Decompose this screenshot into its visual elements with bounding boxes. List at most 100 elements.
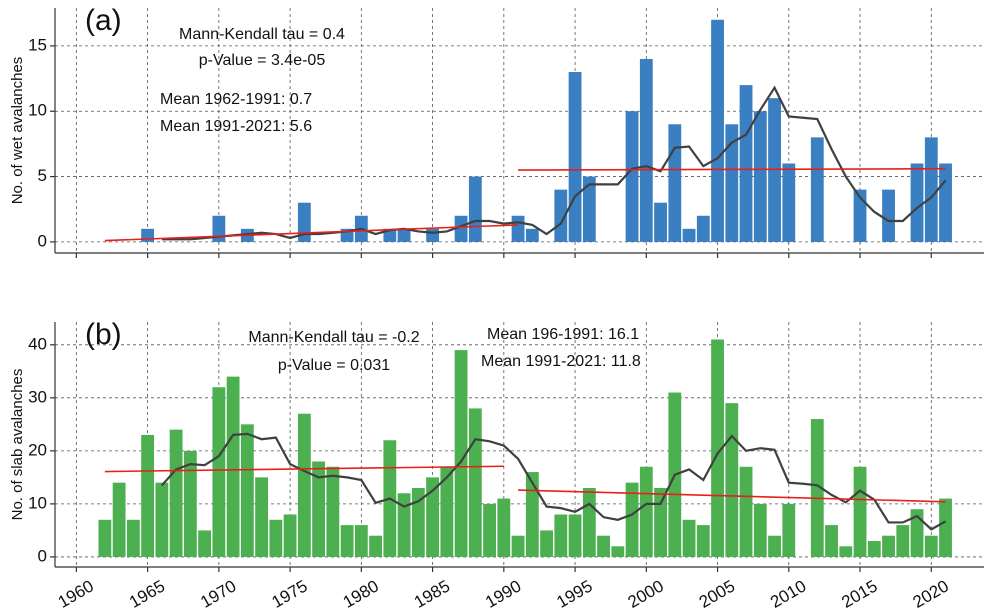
- panel-label: (a): [85, 4, 122, 37]
- y-tick-label: 40: [28, 334, 47, 353]
- annotation: Mann-Kendall tau = 0.4: [179, 26, 345, 43]
- bar: [198, 530, 212, 557]
- y-tick-label: 0: [38, 231, 47, 250]
- panel-label: (b): [85, 318, 122, 351]
- annotation: Mean 1991-2021: 11.8: [481, 353, 641, 370]
- bar: [725, 124, 739, 242]
- bar: [169, 429, 183, 557]
- bar: [525, 228, 539, 242]
- bar: [753, 111, 767, 242]
- bar: [611, 546, 625, 557]
- bar: [440, 466, 454, 557]
- bar: [924, 137, 938, 242]
- bar: [682, 228, 696, 242]
- bar: [696, 215, 710, 242]
- bar: [768, 535, 781, 557]
- annotation: Mean 1962-1991: 0.7: [160, 91, 312, 108]
- x-tick-label: 1975: [268, 576, 310, 611]
- bar: [910, 163, 924, 242]
- bar: [141, 434, 155, 557]
- bar: [639, 58, 653, 242]
- bar: [397, 228, 411, 242]
- x-tick-label: 2000: [625, 576, 667, 611]
- bar: [568, 514, 582, 557]
- bar: [882, 535, 895, 557]
- x-tick-label: 1985: [411, 576, 453, 611]
- bar: [668, 124, 682, 242]
- y-tick-label: 20: [28, 440, 47, 459]
- bar: [782, 503, 796, 557]
- bar: [511, 535, 525, 557]
- bar: [853, 466, 867, 557]
- bar: [582, 487, 596, 557]
- y-tick-label: 10: [28, 493, 47, 512]
- x-tick-label: 1960: [55, 576, 97, 611]
- bar: [910, 509, 924, 557]
- x-tick-label: 2020: [910, 576, 952, 611]
- bar: [426, 228, 439, 242]
- x-tick-label: 2010: [767, 576, 809, 611]
- bar: [525, 472, 539, 557]
- x-tick-label: 2015: [838, 576, 880, 611]
- bar: [739, 85, 753, 242]
- x-tick-label: 1995: [553, 576, 595, 611]
- bar: [711, 19, 724, 242]
- bar: [369, 535, 383, 557]
- bar: [240, 424, 254, 557]
- bar: [753, 503, 767, 557]
- bar: [924, 535, 938, 557]
- bar: [212, 387, 226, 557]
- y-tick-label: 15: [28, 35, 47, 54]
- bar: [297, 413, 311, 557]
- bar: [582, 176, 596, 242]
- bar: [468, 176, 482, 242]
- y-tick-label: 0: [38, 546, 47, 565]
- bar: [98, 519, 112, 557]
- bar: [853, 189, 867, 242]
- bar: [126, 519, 140, 557]
- bar: [183, 450, 197, 557]
- bar: [839, 546, 853, 557]
- moving-average-line: [161, 85, 947, 241]
- bar: [825, 525, 838, 557]
- bar: [354, 525, 368, 557]
- bar: [639, 466, 653, 557]
- bar: [397, 493, 411, 557]
- bar: [454, 350, 468, 557]
- bar: [810, 419, 824, 557]
- bar: [882, 189, 895, 242]
- bar: [411, 487, 425, 557]
- bar: [867, 541, 881, 557]
- bar: [511, 215, 525, 242]
- bar: [654, 202, 667, 242]
- bar: [625, 111, 639, 242]
- bar: [155, 482, 169, 557]
- bar: [696, 525, 710, 557]
- bar: [810, 137, 824, 242]
- bar: [682, 519, 696, 557]
- x-tick-label: 2005: [696, 576, 738, 611]
- annotation: p-Value = 3.4e-05: [199, 52, 326, 69]
- bar: [625, 482, 639, 557]
- y-tick-label: 30: [28, 387, 47, 406]
- x-tick-label: 1980: [340, 576, 382, 611]
- y-tick-label: 10: [28, 101, 47, 120]
- bar: [725, 403, 739, 557]
- bar: [554, 189, 568, 242]
- bar: [739, 466, 753, 557]
- bar: [426, 477, 439, 557]
- x-tick-label: 1970: [197, 576, 239, 611]
- bar: [896, 525, 910, 557]
- moving-average-line: [161, 432, 947, 531]
- bar: [782, 163, 796, 242]
- bar: [226, 376, 240, 557]
- annotation: Mean 196-1991: 16.1: [487, 326, 639, 343]
- y-axis-label: No. of wet avalanches: [9, 57, 26, 205]
- bar: [297, 202, 311, 242]
- bar: [255, 477, 269, 557]
- bar: [340, 525, 354, 557]
- bar: [568, 72, 582, 242]
- bar: [269, 519, 283, 557]
- bar: [326, 466, 340, 557]
